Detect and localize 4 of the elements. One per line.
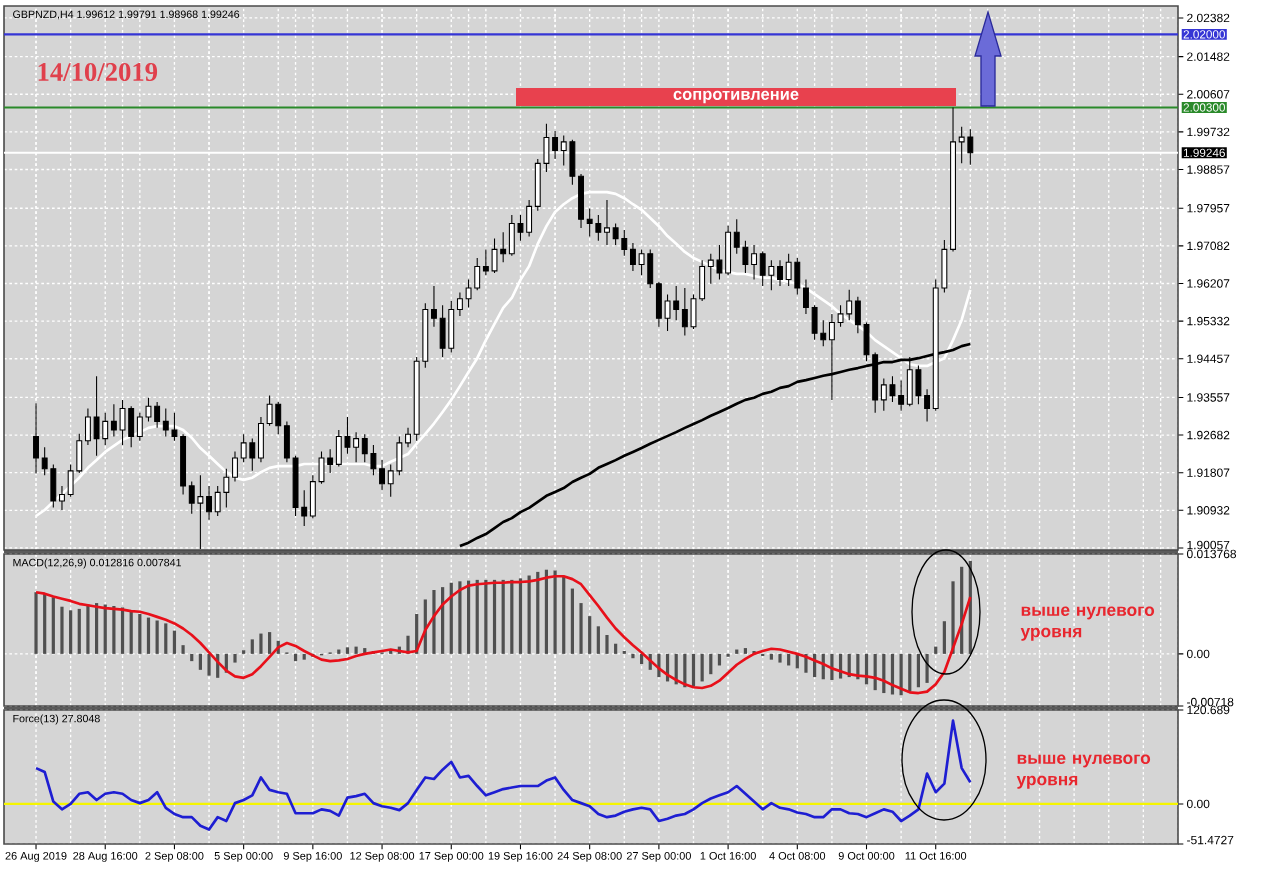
text: выше нулевого уровня: [1020, 606, 1155, 641]
annotation: сопротивление: [673, 90, 799, 104]
text: выше нулевого уровня: [1016, 754, 1151, 789]
annotation: 14/10/2019: [38, 62, 158, 81]
